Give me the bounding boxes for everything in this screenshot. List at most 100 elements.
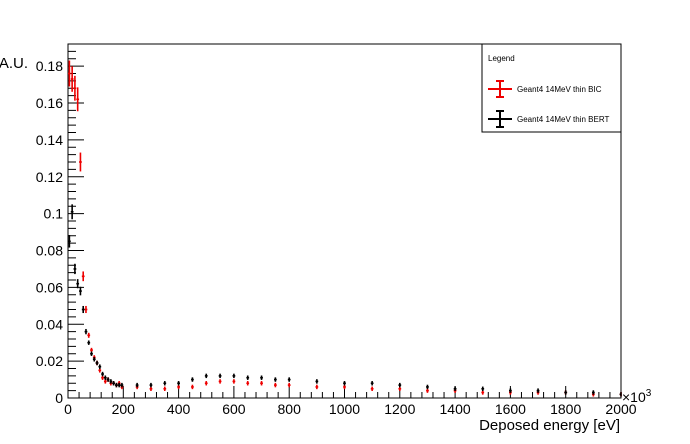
data-point — [536, 388, 540, 393]
data-point — [398, 382, 402, 388]
data-point — [315, 384, 319, 390]
data-point — [591, 390, 595, 395]
data-point — [101, 371, 104, 377]
data-point — [98, 364, 102, 369]
y-tick-label: 0 — [55, 390, 63, 406]
x-tick-label: 2000 — [605, 401, 636, 417]
data-point — [117, 382, 121, 388]
data-point — [246, 375, 250, 380]
data-point — [73, 75, 77, 101]
data-point — [87, 340, 91, 345]
data-point — [218, 379, 222, 384]
y-tick-label: 0.16 — [36, 95, 63, 111]
data-point — [79, 286, 82, 296]
data-point — [103, 375, 107, 380]
series-layer — [68, 60, 622, 397]
data-point — [84, 328, 88, 335]
data-point — [481, 386, 485, 391]
data-point — [70, 66, 74, 92]
data-point — [218, 373, 222, 379]
y-tick-label: 0.06 — [36, 279, 63, 295]
data-point — [426, 384, 429, 390]
data-point — [81, 271, 85, 282]
data-point — [232, 373, 236, 379]
data-point — [287, 377, 291, 382]
y-tick-label: 0.18 — [36, 58, 63, 74]
data-point — [87, 332, 91, 338]
series-bert — [68, 204, 622, 397]
legend-marker-bic — [488, 80, 512, 98]
y-tick-label: 0.02 — [36, 353, 63, 369]
y-tick-label: 0.12 — [36, 169, 63, 185]
data-point — [509, 388, 512, 393]
x-tick-label: 400 — [167, 401, 191, 417]
data-point — [370, 386, 374, 391]
data-point — [112, 381, 116, 386]
x-axis-multiplier-base: ×10 — [622, 389, 646, 405]
y-tick-label: 0.14 — [36, 132, 63, 148]
x-tick-label: 800 — [278, 401, 302, 417]
data-point — [246, 381, 250, 386]
data-point — [115, 382, 118, 388]
data-point — [81, 305, 85, 314]
data-point — [84, 305, 88, 314]
x-tick-label: 1200 — [384, 401, 415, 417]
data-point — [453, 386, 457, 391]
data-point — [177, 381, 180, 386]
data-point — [204, 381, 208, 386]
x-tick-label: 1800 — [550, 401, 581, 417]
data-point — [135, 382, 139, 388]
x-axis-ticks: 0 200 400 600 800 1000 1200 1400 1600 1800 2000 — [64, 386, 637, 417]
data-point — [370, 381, 374, 386]
x-tick-label: 1400 — [440, 401, 471, 417]
legend-label-bert: Geant4 14MeV thin BERT — [517, 115, 609, 124]
data-point — [163, 381, 167, 386]
x-tick-label: 200 — [112, 401, 136, 417]
data-point — [106, 377, 110, 382]
y-axis-ticks: 0 0.02 0.04 0.06 0.08 0.1 0.12 0.14 0.16 0.18 — [36, 43, 84, 406]
legend-marker-bert — [488, 110, 512, 128]
data-point — [109, 379, 113, 384]
data-point — [564, 390, 568, 395]
x-axis-multiplier: ×103 — [622, 388, 652, 405]
data-point — [260, 375, 263, 380]
data-point — [73, 263, 77, 275]
data-point — [204, 373, 208, 379]
data-point — [70, 204, 74, 220]
data-point — [619, 392, 622, 397]
y-tick-label: 0.1 — [44, 206, 64, 222]
y-axis-title: A.U. — [0, 55, 28, 72]
data-point — [90, 351, 93, 356]
data-point — [191, 377, 194, 382]
data-point — [343, 381, 346, 386]
data-point — [76, 87, 80, 112]
data-point — [120, 382, 124, 388]
data-point — [79, 152, 82, 172]
legend-label-bic: Geant4 14MeV thin BIC — [517, 85, 602, 94]
x-tick-label: 0 — [64, 401, 72, 417]
x-tick-label: 600 — [222, 401, 246, 417]
data-point — [273, 382, 277, 388]
data-point — [68, 235, 71, 248]
x-axis-multiplier-exponent: 3 — [646, 388, 652, 399]
data-point — [76, 279, 80, 289]
legend-box: Legend Geant4 14MeV thin BIC Geant4 14Me… — [481, 43, 622, 133]
y-tick-label: 0.04 — [36, 316, 63, 332]
data-point — [232, 379, 236, 384]
data-point — [68, 60, 71, 87]
data-point — [315, 379, 319, 384]
data-point — [260, 381, 263, 386]
x-tick-label: 1000 — [329, 401, 360, 417]
data-point — [95, 360, 99, 366]
data-point — [191, 384, 194, 390]
legend-title: Legend — [488, 54, 515, 63]
data-point — [287, 382, 291, 388]
x-tick-label: 1600 — [495, 401, 526, 417]
data-point — [163, 386, 167, 391]
x-axis-title: Deposed energy [eV] — [479, 417, 620, 434]
data-point — [92, 357, 96, 362]
data-point — [273, 377, 277, 382]
y-tick-label: 0.08 — [36, 243, 63, 259]
data-point — [149, 382, 153, 388]
